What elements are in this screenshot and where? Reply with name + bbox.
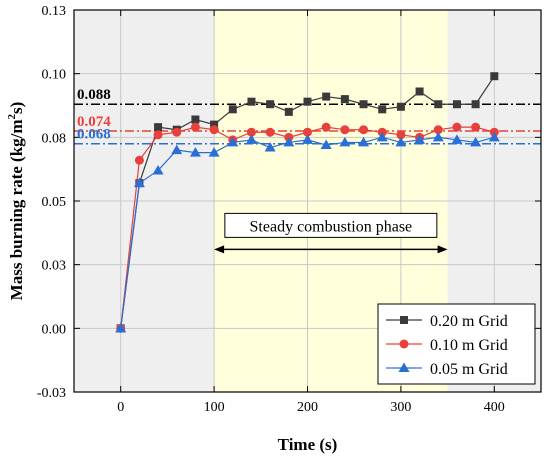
data-point [227,136,239,147]
data-point [359,125,369,135]
data-point [189,147,201,157]
data-point [452,100,461,109]
data-point [265,127,275,137]
data-point [209,125,219,135]
reference-line-label: 0.068 [77,127,111,143]
data-point [152,164,164,175]
data-point [154,123,163,132]
data-point [190,122,200,132]
data-point [302,134,313,144]
data-point [432,131,444,142]
data-point [172,127,182,137]
data-point [340,125,350,135]
data-point [451,134,463,144]
y-tick-label: 0.10 [42,68,67,83]
x-tick-label: 0 [117,400,124,415]
data-point [433,125,443,135]
legend-marker [400,316,408,324]
data-point [395,136,407,147]
y-tick-label: 0.03 [42,259,67,274]
data-point [303,127,312,137]
x-axis-label: Time (s) [278,435,338,454]
y-axis-label-end: s) [7,102,26,114]
data-point [245,134,257,144]
legend-label: 0.20 m Grid [430,313,508,330]
annotation-box [224,212,438,238]
data-point [358,136,370,147]
data-point [396,102,405,111]
data-point [396,130,406,140]
data-point [359,100,368,109]
y-axis-label-sup: 2 [6,113,18,119]
y-axis-label-main: Mass burning rate (kg/m [7,119,26,300]
data-point [210,120,219,129]
y-tick-label: 0.05 [42,195,67,210]
data-point [283,136,295,147]
legend-label: 0.05 m Grid [430,361,508,378]
data-point [303,97,312,106]
data-point [247,97,256,106]
y-tick-label: 0.08 [42,131,67,146]
reference-line-label: 0.088 [77,87,111,103]
data-point [115,322,127,333]
data-point [321,122,331,132]
data-point [228,105,237,114]
y-tick-label: 0.13 [42,4,67,19]
x-tick-label: 400 [484,400,505,415]
y-tick-label: 0.00 [42,322,67,337]
data-point [470,136,482,147]
annotation-arrowhead-left [214,245,225,254]
data-point [339,136,351,147]
y-tick-label: -0.03 [37,386,66,401]
data-point [246,127,256,137]
data-point [376,131,388,142]
reference-line-label: 0.074 [77,114,111,130]
data-point [414,134,426,144]
data-point [434,100,443,109]
legend-marker [398,362,410,372]
data-point [322,92,331,101]
data-point [171,144,183,155]
data-point [471,100,480,109]
annotation-arrowhead-right [437,245,448,254]
data-point [133,177,145,188]
data-point [471,122,481,132]
legend-marker [399,339,409,349]
y-axis-label: Mass burning rate (kg/m2s) [6,102,26,301]
x-tick-label: 300 [390,400,411,415]
data-point [191,115,200,124]
x-tick-label: 100 [204,400,225,415]
data-point [208,147,220,157]
annotation-label: Steady combustion phase [250,218,413,235]
data-point [264,142,276,152]
series-2 [115,131,500,333]
data-point [320,139,332,149]
data-point [266,100,275,109]
data-point [340,95,349,104]
data-point [452,122,462,132]
data-point [134,155,144,165]
data-point [488,131,500,142]
data-point [153,130,163,140]
data-point [490,72,499,81]
series-1 [116,122,499,333]
data-point [378,105,387,114]
data-point [415,87,424,96]
legend-label: 0.10 m Grid [430,337,508,354]
x-tick-label: 200 [297,400,318,415]
data-point [284,107,293,116]
